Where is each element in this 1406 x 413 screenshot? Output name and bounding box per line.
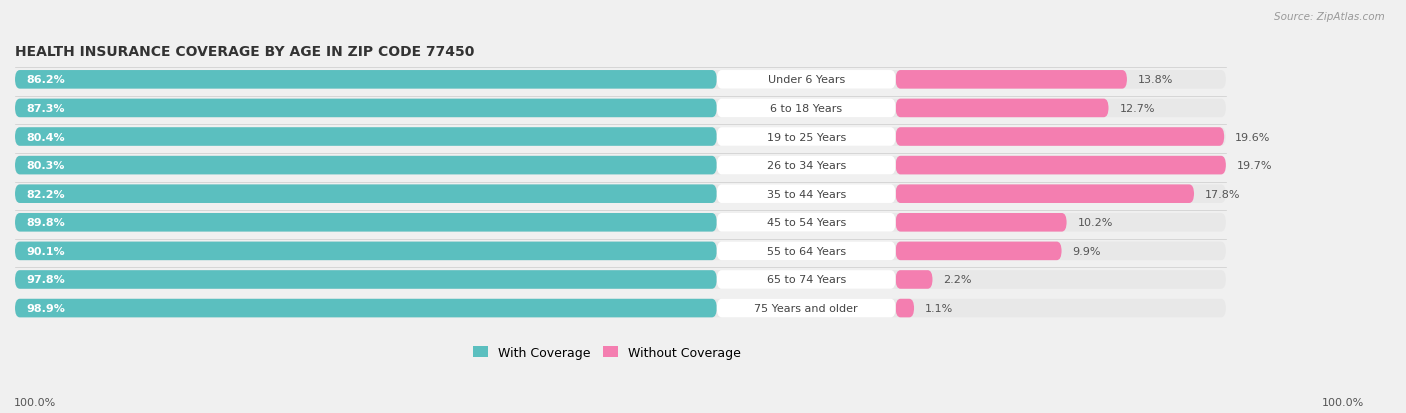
FancyBboxPatch shape <box>717 71 896 89</box>
Text: 65 to 74 Years: 65 to 74 Years <box>766 275 846 285</box>
FancyBboxPatch shape <box>15 185 717 204</box>
Text: 26 to 34 Years: 26 to 34 Years <box>766 161 846 171</box>
Text: 35 to 44 Years: 35 to 44 Years <box>766 189 846 199</box>
FancyBboxPatch shape <box>15 271 1226 289</box>
FancyBboxPatch shape <box>15 242 1226 261</box>
Text: 19.6%: 19.6% <box>1236 132 1271 142</box>
Legend: With Coverage, Without Coverage: With Coverage, Without Coverage <box>468 341 745 364</box>
Text: 2.2%: 2.2% <box>943 275 972 285</box>
Text: 86.2%: 86.2% <box>25 75 65 85</box>
Text: Source: ZipAtlas.com: Source: ZipAtlas.com <box>1274 12 1385 22</box>
FancyBboxPatch shape <box>717 128 896 147</box>
FancyBboxPatch shape <box>15 128 717 147</box>
FancyBboxPatch shape <box>15 299 717 318</box>
Text: 6 to 18 Years: 6 to 18 Years <box>770 104 842 114</box>
Text: 1.1%: 1.1% <box>925 303 953 313</box>
Text: HEALTH INSURANCE COVERAGE BY AGE IN ZIP CODE 77450: HEALTH INSURANCE COVERAGE BY AGE IN ZIP … <box>15 45 474 59</box>
FancyBboxPatch shape <box>896 71 1128 89</box>
Text: 89.8%: 89.8% <box>25 218 65 228</box>
Text: 10.2%: 10.2% <box>1077 218 1114 228</box>
FancyBboxPatch shape <box>15 214 717 232</box>
FancyBboxPatch shape <box>896 242 1062 261</box>
FancyBboxPatch shape <box>15 271 717 289</box>
Text: 100.0%: 100.0% <box>14 397 56 407</box>
Text: 97.8%: 97.8% <box>25 275 65 285</box>
Text: 45 to 54 Years: 45 to 54 Years <box>766 218 846 228</box>
FancyBboxPatch shape <box>717 100 896 118</box>
FancyBboxPatch shape <box>717 242 896 261</box>
FancyBboxPatch shape <box>15 299 1226 318</box>
FancyBboxPatch shape <box>15 71 717 89</box>
Text: 100.0%: 100.0% <box>1322 397 1364 407</box>
FancyBboxPatch shape <box>15 242 717 261</box>
FancyBboxPatch shape <box>15 100 1226 118</box>
Text: 13.8%: 13.8% <box>1137 75 1174 85</box>
Text: 9.9%: 9.9% <box>1073 246 1101 256</box>
FancyBboxPatch shape <box>15 157 1226 175</box>
FancyBboxPatch shape <box>15 214 1226 232</box>
FancyBboxPatch shape <box>717 185 896 204</box>
FancyBboxPatch shape <box>15 128 1226 147</box>
Text: 55 to 64 Years: 55 to 64 Years <box>766 246 846 256</box>
Text: 12.7%: 12.7% <box>1119 104 1156 114</box>
FancyBboxPatch shape <box>717 271 896 289</box>
FancyBboxPatch shape <box>896 214 1067 232</box>
Text: 75 Years and older: 75 Years and older <box>755 303 858 313</box>
Text: 98.9%: 98.9% <box>25 303 65 313</box>
FancyBboxPatch shape <box>717 299 896 318</box>
FancyBboxPatch shape <box>896 271 932 289</box>
Text: 82.2%: 82.2% <box>25 189 65 199</box>
FancyBboxPatch shape <box>15 185 1226 204</box>
Text: 19.7%: 19.7% <box>1237 161 1272 171</box>
FancyBboxPatch shape <box>15 100 717 118</box>
FancyBboxPatch shape <box>896 128 1225 147</box>
Text: 17.8%: 17.8% <box>1205 189 1240 199</box>
FancyBboxPatch shape <box>15 71 1226 89</box>
FancyBboxPatch shape <box>896 185 1194 204</box>
FancyBboxPatch shape <box>896 157 1226 175</box>
FancyBboxPatch shape <box>896 100 1108 118</box>
Text: 90.1%: 90.1% <box>25 246 65 256</box>
FancyBboxPatch shape <box>717 214 896 232</box>
Text: 80.3%: 80.3% <box>25 161 65 171</box>
FancyBboxPatch shape <box>15 157 717 175</box>
FancyBboxPatch shape <box>896 299 914 318</box>
Text: 80.4%: 80.4% <box>25 132 65 142</box>
Text: 87.3%: 87.3% <box>25 104 65 114</box>
FancyBboxPatch shape <box>717 157 896 175</box>
Text: 19 to 25 Years: 19 to 25 Years <box>766 132 846 142</box>
Text: Under 6 Years: Under 6 Years <box>768 75 845 85</box>
